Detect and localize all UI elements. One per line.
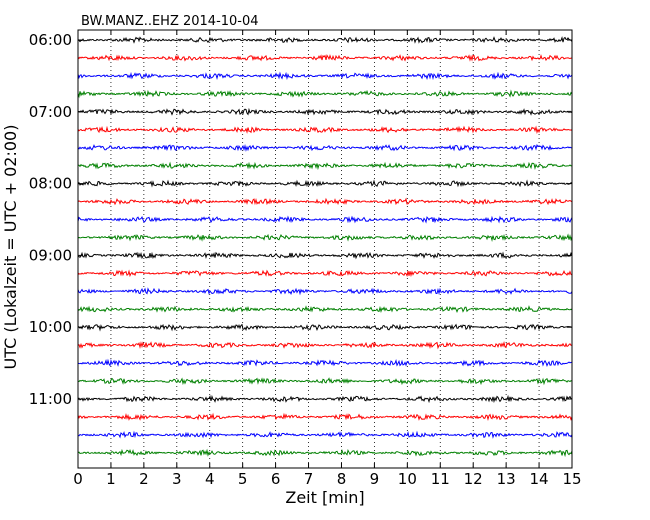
- seismic-trace: [77, 412, 573, 421]
- x-tick-label: 4: [205, 470, 215, 488]
- x-tick-label: 0: [73, 470, 83, 488]
- x-tick-label: 11: [431, 470, 450, 488]
- x-tick-label: 2: [139, 470, 149, 488]
- seismic-trace: [77, 394, 573, 404]
- x-tick-label: 13: [497, 470, 516, 488]
- y-tick-label: 08:00: [29, 175, 72, 193]
- seismic-trace: [77, 54, 573, 62]
- seismic-trace: [77, 107, 573, 116]
- y-tick-label: 10:00: [29, 318, 72, 336]
- seismic-trace: [77, 377, 573, 386]
- x-tick-label: 1: [106, 470, 116, 488]
- seismic-trace: [77, 340, 573, 350]
- grid-lines: [110, 30, 540, 468]
- x-tick-label: 10: [398, 470, 417, 488]
- y-tick-label: 09:00: [29, 246, 72, 264]
- x-tick-label: 9: [370, 470, 380, 488]
- x-tick-label: 7: [304, 470, 314, 488]
- seismic-trace: [77, 233, 573, 242]
- seismic-trace: [77, 36, 573, 44]
- x-tick-label: 15: [562, 470, 581, 488]
- seismic-trace: [77, 71, 573, 81]
- y-tick-label: 11:00: [29, 390, 72, 408]
- chart-title: BW.MANZ..EHZ 2014-10-04: [81, 14, 259, 29]
- seismic-trace: [77, 179, 573, 188]
- seismic-trace: [77, 161, 573, 171]
- seismic-trace: [77, 323, 573, 332]
- seismic-trace: [77, 125, 573, 134]
- x-tick-label: 8: [337, 470, 347, 488]
- seismic-trace: [77, 215, 573, 224]
- seismic-trace: [77, 448, 573, 458]
- y-axis-ticks: 06:00 07:00 08:00 09:00 10:00 11:00: [29, 31, 572, 408]
- x-tick-label: 6: [271, 470, 281, 488]
- seismic-trace: [77, 143, 573, 152]
- y-tick-label: 07:00: [29, 103, 72, 121]
- seismic-trace: [77, 287, 573, 296]
- x-axis-label: Zeit [min]: [285, 488, 364, 507]
- seismic-trace: [77, 269, 573, 278]
- x-axis-ticks: 0 1 2 3 4 5 6 7 8 9 10 11 12 13 14 15: [73, 30, 582, 488]
- seismic-trace: [77, 305, 573, 313]
- x-tick-label: 14: [530, 470, 549, 488]
- y-tick-label: 06:00: [29, 31, 72, 49]
- seismic-trace: [77, 89, 573, 99]
- y-axis-label: UTC (Lokalzeit = UTC + 02:00): [1, 125, 20, 370]
- plot-frame: [77, 29, 573, 469]
- seismic-traces: [77, 36, 573, 458]
- x-tick-label: 5: [238, 470, 248, 488]
- x-tick-label: 3: [172, 470, 182, 488]
- seismic-trace: [77, 430, 573, 439]
- x-tick-label: 12: [464, 470, 483, 488]
- seismic-trace: [77, 197, 573, 206]
- seismic-trace: [77, 358, 573, 367]
- seismic-trace: [77, 251, 573, 260]
